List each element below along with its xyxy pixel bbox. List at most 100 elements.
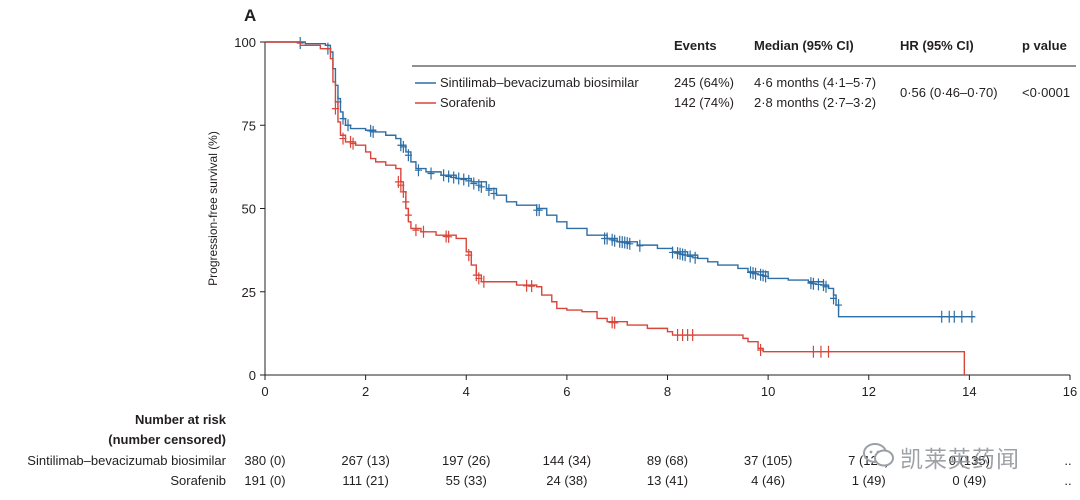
legend-header: HR (95% CI) [900, 38, 974, 53]
censor-mark [477, 180, 485, 193]
x-tick-label: 10 [761, 384, 775, 399]
y-axis-label: Progression-free survival (%) [206, 131, 220, 286]
censor-mark [480, 275, 488, 288]
censor-mark [399, 185, 407, 198]
censor-mark [414, 164, 422, 177]
risk-row-label: Sorafenib [170, 473, 226, 488]
y-tick-label: 25 [242, 285, 256, 300]
censor-mark [938, 310, 946, 323]
censor-mark [445, 230, 453, 243]
censor-mark [835, 299, 843, 312]
censor-mark [445, 170, 453, 183]
censor-mark [968, 310, 976, 323]
censor-mark [404, 149, 412, 162]
risk-row-label: Sintilimab–bevacizumab biosimilar [27, 453, 226, 468]
legend-header: p value [1022, 38, 1067, 53]
legend-series-name: Sintilimab–bevacizumab biosimilar [440, 75, 639, 90]
censor-mark [419, 225, 427, 238]
panel-label: A [244, 6, 257, 25]
censor-mark [757, 344, 765, 357]
chat-bubble-icon [863, 443, 894, 467]
censor-mark [397, 179, 405, 192]
x-tick-label: 6 [563, 384, 570, 399]
censor-mark [603, 232, 611, 245]
y-tick-label: 100 [234, 35, 256, 50]
survival-curve [265, 41, 966, 375]
x-tick-label: 2 [362, 384, 369, 399]
censor-mark [402, 195, 410, 208]
censor-mark [822, 280, 830, 293]
legend-series-name: Sorafenib [440, 95, 496, 110]
x-tick-label: 8 [664, 384, 671, 399]
censor-mark [412, 224, 420, 237]
censor-mark [686, 250, 694, 263]
censor-mark [626, 237, 634, 250]
risk-cell: 191 (0) [244, 473, 286, 488]
censor-mark [636, 239, 644, 252]
censor-mark [611, 234, 619, 247]
km-chart: 0 25 50 75 100 0 2 4 6 8 10 12 14 16 Progression-free … [206, 35, 1077, 399]
censor-mark [830, 292, 838, 305]
censor-mark [344, 119, 352, 132]
censor-mark [528, 280, 536, 293]
risk-cell: 0 (49) [952, 473, 987, 488]
risk-cell: 4 (46) [751, 473, 786, 488]
censor-mark [691, 251, 699, 264]
risk-title-line1: Number at risk [134, 412, 226, 427]
censor-mark [455, 172, 463, 185]
legend-p-value: <0·0001 [1022, 85, 1070, 100]
censor-mark [950, 310, 958, 323]
censor-mark [958, 310, 966, 323]
risk-cell: 55 (33) [445, 473, 487, 488]
censor-mark [809, 277, 817, 290]
censor-mark [460, 173, 468, 186]
legend-header: Events [674, 38, 717, 53]
censor-mark [535, 204, 543, 217]
censor-mark [485, 184, 493, 197]
censor-mark [339, 112, 347, 125]
risk-cell: .. [1064, 473, 1072, 488]
censor-mark [490, 187, 498, 200]
legend-header: Median (95% CI) [754, 38, 854, 53]
censor-mark [427, 167, 435, 180]
series-1 [265, 41, 966, 375]
censor-mark [465, 249, 473, 262]
risk-cell: 37 (105) [743, 453, 793, 468]
legend-events: 142 (74%) [674, 95, 734, 110]
x-tick-label: 14 [962, 384, 976, 399]
censor-mark [349, 137, 357, 150]
x-tick-label: 16 [1063, 384, 1077, 399]
x-tick-label: 4 [463, 384, 470, 399]
risk-cell: 197 (26) [442, 453, 491, 468]
censor-mark [440, 169, 448, 182]
censor-mark [465, 174, 473, 187]
risk-cell: 89 (68) [646, 453, 689, 468]
censor-mark [339, 132, 347, 145]
censor-mark [825, 345, 832, 358]
x-tick-label: 12 [862, 384, 876, 399]
legend-median: 4·6 months (4·1–5·7) [754, 75, 876, 90]
risk-cell: 0 (135) [948, 453, 990, 468]
risk-cell: 1 (49) [851, 473, 886, 488]
censor-mark [814, 278, 822, 291]
risk-cell: 380 (0) [244, 453, 286, 468]
censor-mark [752, 267, 760, 280]
series-0 [265, 36, 976, 323]
censor-mark [369, 125, 377, 138]
censor-mark [399, 140, 407, 153]
censor-mark [611, 316, 619, 329]
risk-cell: .. [1064, 453, 1072, 468]
y-tick-label: 0 [249, 368, 256, 383]
risk-title-line2: (number censored) [108, 432, 226, 447]
y-tick-label: 75 [242, 118, 256, 133]
risk-cell: 24 (38) [546, 473, 588, 488]
censor-mark [809, 345, 817, 358]
censor-mark [331, 102, 339, 115]
censor-mark [681, 249, 689, 262]
censor-mark [475, 272, 483, 285]
x-tick-label: 0 [261, 384, 268, 399]
risk-cell: 111 (21) [342, 473, 389, 488]
legend-median: 2·8 months (2·7–3·2) [754, 95, 876, 110]
watermark-text: 凯莱英药闻 [900, 446, 1020, 472]
legend-events: 245 (64%) [674, 75, 734, 90]
